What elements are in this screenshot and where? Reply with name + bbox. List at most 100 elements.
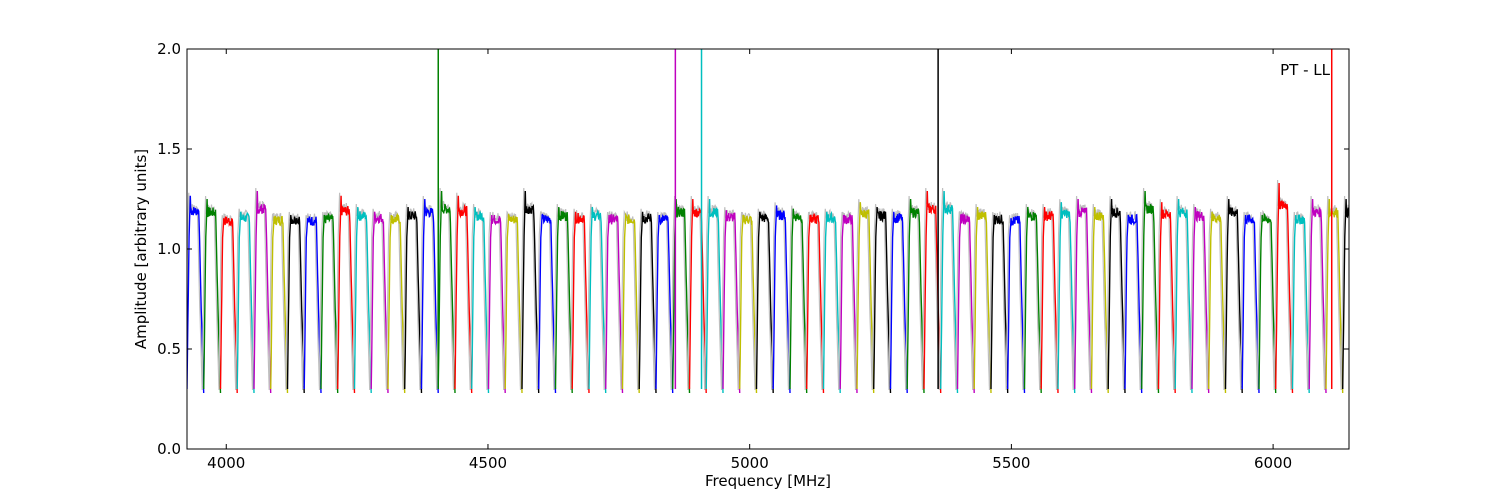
background-trace [854, 199, 873, 391]
band-series-line [337, 195, 356, 394]
background-trace [187, 192, 203, 391]
band-series-line [270, 215, 289, 394]
background-trace [787, 205, 806, 391]
band-series-line [638, 211, 657, 394]
x-axis-label: Frequency [MHz] [705, 472, 831, 490]
band-series-line [320, 212, 339, 394]
band-series-line [588, 206, 607, 394]
band-series-line [554, 206, 573, 394]
background-trace [1055, 199, 1074, 391]
background-trace [486, 211, 505, 391]
band-series-line [772, 205, 791, 394]
band-series-line [370, 211, 389, 394]
band-series-line [420, 198, 439, 394]
band-series-line [1040, 206, 1059, 394]
y-tick-label: 2.0 [157, 40, 181, 58]
band-series-line [789, 208, 808, 394]
band-series-line [571, 211, 590, 394]
band-series-line [722, 210, 741, 394]
band-series-line [353, 206, 372, 394]
band-series-line [956, 212, 975, 394]
band-series-line [1157, 202, 1176, 394]
band-series-line [1224, 198, 1243, 394]
band-series-line [1107, 198, 1126, 394]
band-series-line [889, 211, 908, 394]
band-series-line [219, 216, 238, 394]
background-trace [369, 208, 388, 391]
x-tick-label: 4500 [469, 454, 507, 472]
band-series-line [454, 195, 473, 394]
background-trace [1173, 195, 1192, 391]
y-axis-ticks: 0.0 0.5 1.0 1.5 2.0 [157, 40, 1349, 458]
band-series-line [236, 211, 255, 394]
band-series-line [487, 214, 506, 394]
band-series-line [973, 206, 992, 394]
band-series-line [521, 190, 540, 394]
band-series-line [253, 190, 272, 394]
band-series-line [471, 206, 490, 394]
band-series-line [873, 206, 892, 394]
series-layer [187, 179, 1349, 394]
band-series-line [839, 212, 858, 394]
band-series-line [187, 195, 205, 394]
background-trace [469, 203, 488, 391]
band-series-line [990, 214, 1009, 394]
band-series-line [688, 198, 707, 394]
background-trace [402, 203, 421, 391]
spike-layer [437, 49, 1333, 389]
y-tick-label: 1.5 [157, 140, 181, 158]
background-trace [503, 210, 522, 391]
background-trace [1307, 195, 1326, 391]
band-series-line [1174, 198, 1193, 394]
band-series-line [806, 212, 825, 394]
y-tick-label: 0.5 [157, 340, 181, 358]
band-series-line [387, 212, 406, 394]
band-series-line [203, 198, 222, 394]
background-trace [335, 192, 354, 391]
band-series-line [1258, 212, 1277, 394]
band-series-line [1208, 211, 1227, 394]
background-trace [754, 208, 773, 391]
x-tick-label: 5500 [992, 454, 1030, 472]
band-series-line [404, 206, 423, 394]
background-trace [586, 203, 605, 391]
band-series-line [1007, 215, 1026, 394]
band-series-line [906, 198, 925, 394]
band-series-line [303, 216, 322, 394]
band-series-line [1325, 198, 1344, 394]
background-trace [1072, 195, 1091, 391]
background-trace [385, 210, 404, 391]
background-trace [1206, 208, 1225, 391]
background-trace [519, 187, 538, 391]
band-series-line [739, 214, 758, 394]
background-trace [921, 187, 940, 391]
band-series-line [655, 213, 674, 394]
band-series-line [940, 190, 959, 394]
background-trace [670, 195, 689, 391]
band-series-line [822, 210, 841, 394]
band-series-line [1275, 182, 1294, 394]
background-trace [553, 203, 572, 391]
band-series-line [1308, 198, 1327, 394]
background-trace [1340, 195, 1349, 387]
background-trace [972, 203, 991, 391]
y-axis-label: Amplitude [arbitrary units] [132, 149, 150, 349]
band-series-line [1241, 213, 1260, 394]
background-trace [268, 212, 287, 391]
y-tick-label: 0.0 [157, 440, 181, 458]
band-series-line [621, 212, 640, 394]
band-series-line [856, 202, 875, 394]
background-trace [1039, 203, 1058, 391]
band-series-line [1074, 198, 1093, 394]
band-series-line [1090, 206, 1109, 394]
band-series-line [437, 190, 456, 394]
band-series-line [1141, 190, 1160, 394]
background-trace [637, 208, 656, 391]
background-trace [1005, 212, 1024, 391]
band-series-line [504, 213, 523, 394]
x-tick-label: 6000 [1254, 454, 1292, 472]
band-series-line [1342, 198, 1349, 390]
band-series-line [1191, 206, 1210, 394]
band-series-line [286, 214, 305, 394]
